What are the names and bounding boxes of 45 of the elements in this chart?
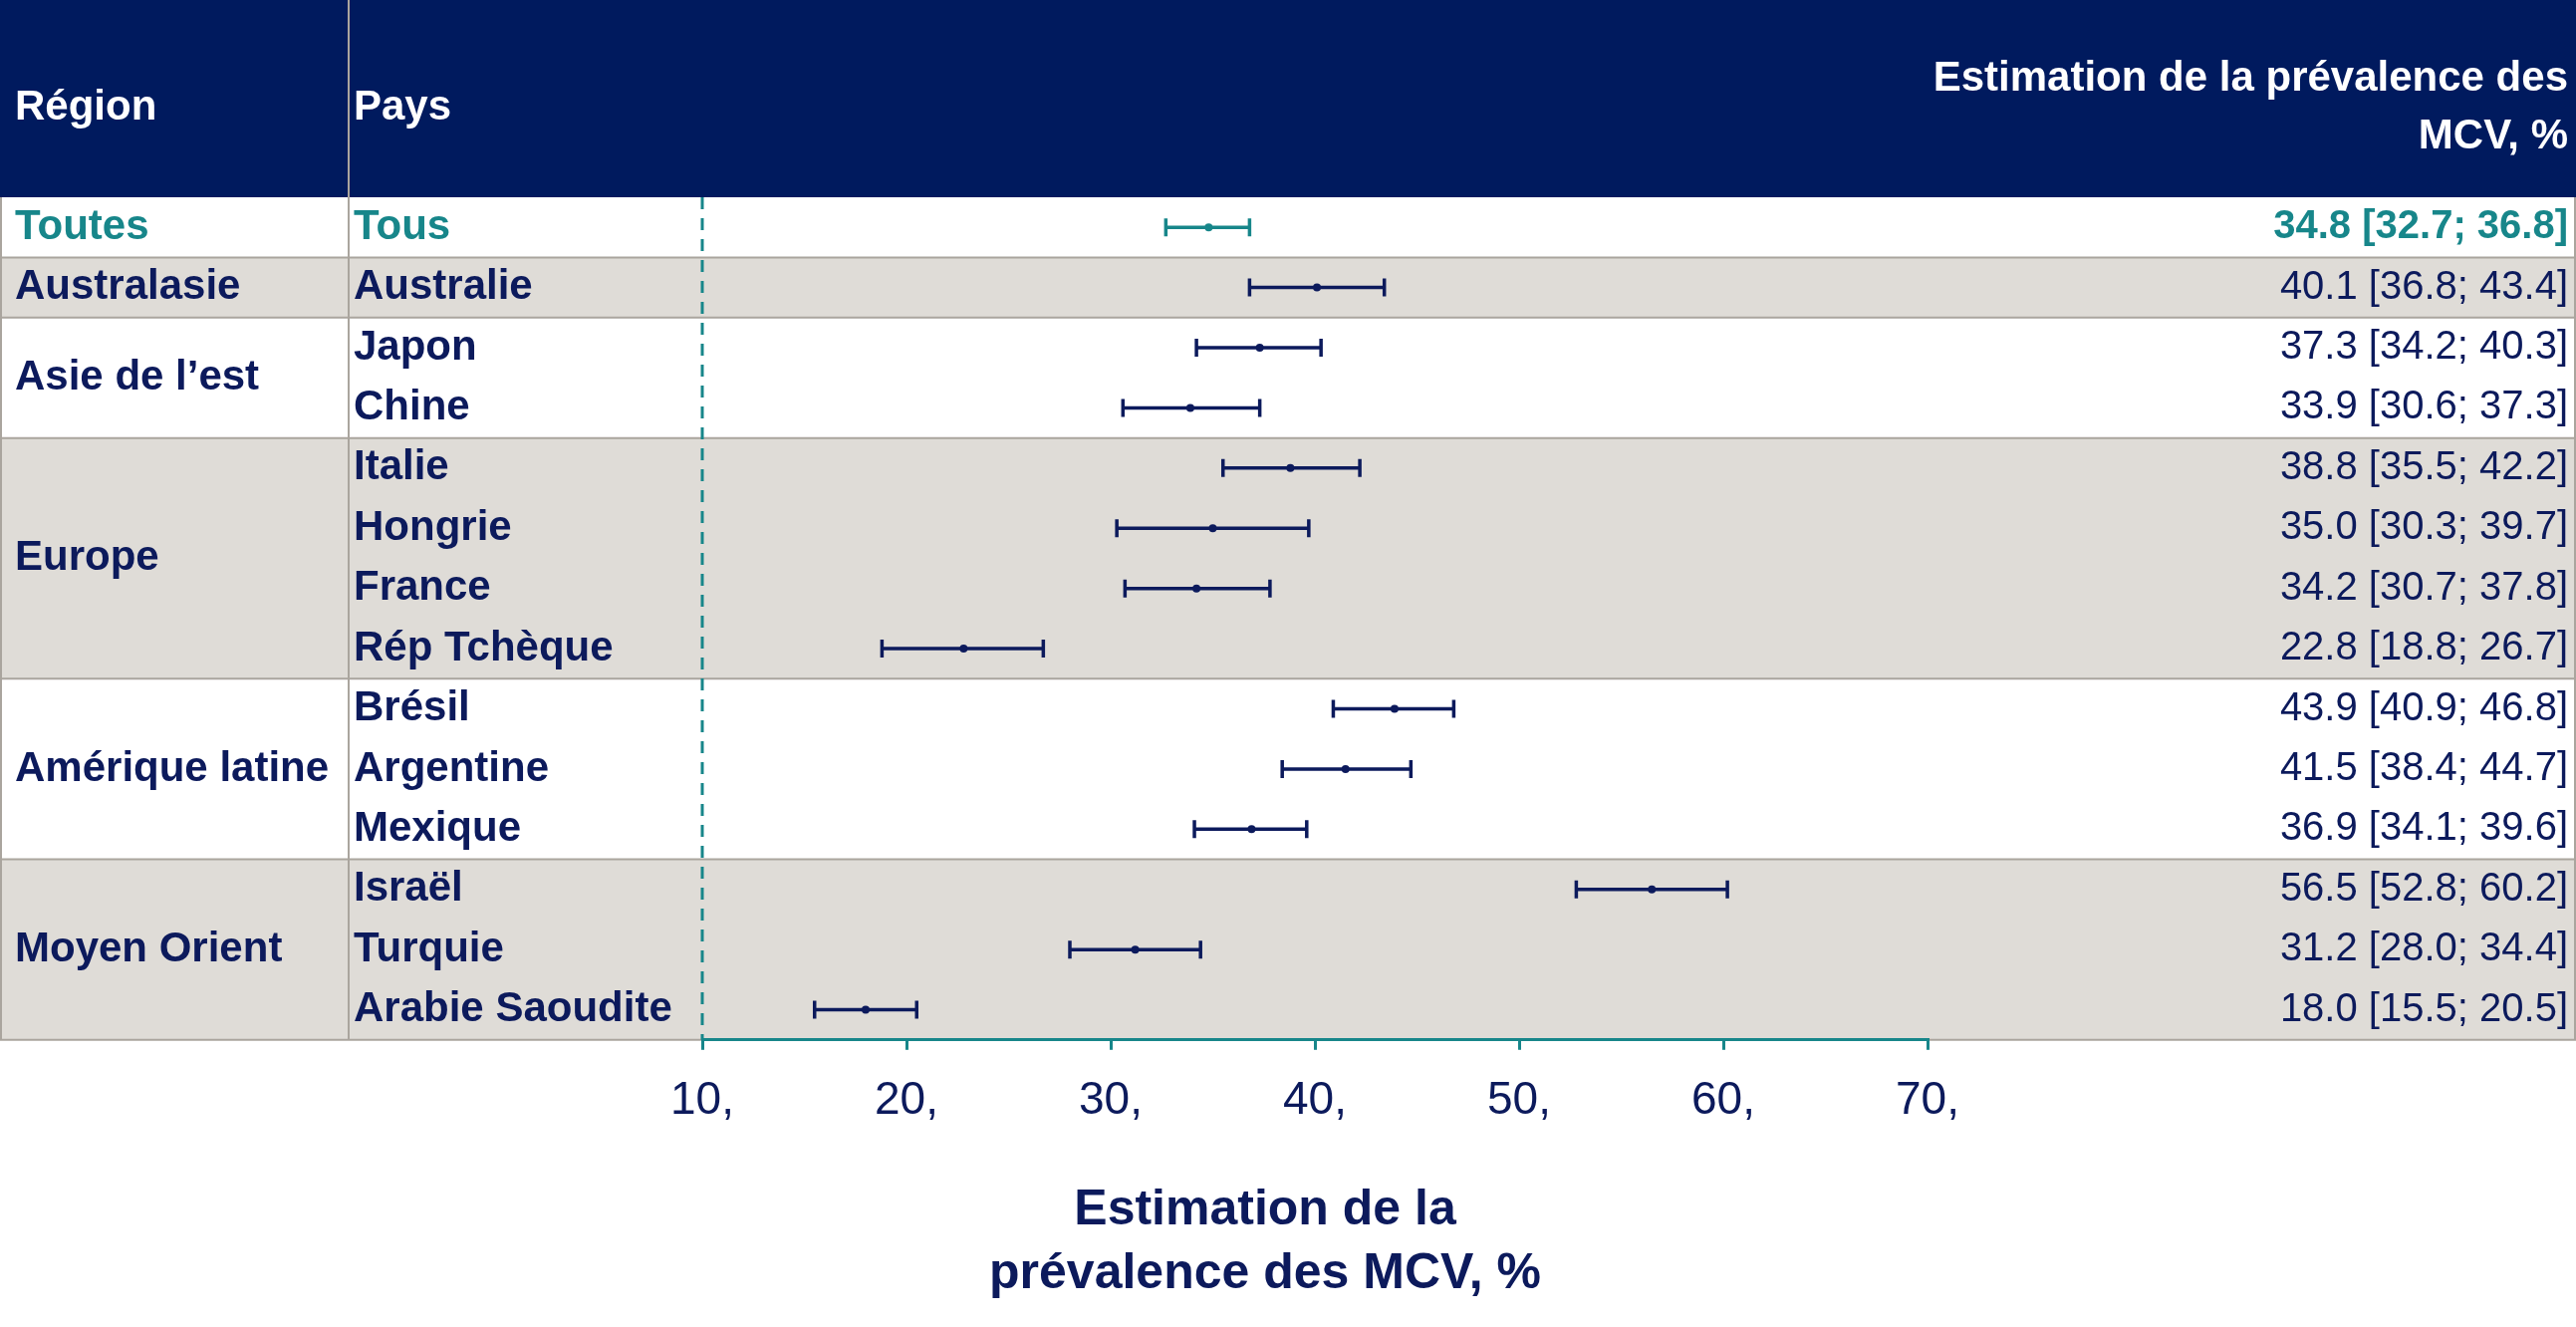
data-label: 33.9 [30.6; 37.3] xyxy=(2279,383,2568,427)
y-tick-label: Australie xyxy=(354,261,533,309)
x-tick-label: 50, xyxy=(1487,1072,1551,1125)
y-tick-label: Tous xyxy=(354,200,451,248)
data-label: 38.8 [35.5; 42.2] xyxy=(2279,442,2568,487)
data-label: 41.5 [38.4; 44.7] xyxy=(2279,743,2568,788)
data-label: 40.1 [36.8; 43.4] xyxy=(2279,262,2568,307)
data-label: 31.2 [28.0; 34.4] xyxy=(2279,925,2568,969)
y-tick-label: Israël xyxy=(354,863,463,911)
x-tick-label: 60, xyxy=(1691,1072,1755,1125)
y-tick-label: Italie xyxy=(354,441,449,489)
data-label: 35.0 [30.3; 39.7] xyxy=(2279,503,2568,548)
x-tick-label: 40, xyxy=(1283,1072,1347,1125)
y-tick-label: Rép Tchèque xyxy=(354,622,614,669)
data-label: 36.9 [34.1; 39.6] xyxy=(2279,804,2568,849)
text: Pays xyxy=(354,82,452,130)
text: Europe xyxy=(15,532,159,580)
data-label: 56.5 [52.8; 60.2] xyxy=(2279,864,2568,909)
y-tick-label: France xyxy=(354,562,491,610)
x-axis-title: Estimation de la prévalence des MCV, % xyxy=(1932,53,2568,158)
data-label: 34.2 [30.7; 37.8] xyxy=(2279,563,2568,608)
y-tick-label: Turquie xyxy=(354,923,504,970)
y-tick-label: Argentine xyxy=(354,742,550,790)
text: Asie de l’est xyxy=(15,351,260,398)
data-label: 34.8 [32.7; 36.8] xyxy=(2273,202,2568,247)
data-label: 18.0 [15.5; 20.5] xyxy=(2279,984,2568,1029)
data-label: 22.8 [18.8; 26.7] xyxy=(2279,624,2568,668)
x-tick-label: 20, xyxy=(875,1072,938,1125)
x-tick-label: 10, xyxy=(670,1072,734,1125)
data-label: 43.9 [40.9; 46.8] xyxy=(2279,683,2568,728)
x-tick-label: 30, xyxy=(1079,1072,1143,1125)
text: Toutes xyxy=(15,200,149,248)
text: Australasie xyxy=(15,261,241,309)
x-tick-label: 70, xyxy=(1896,1072,1959,1125)
data-label: 37.3 [34.2; 40.3] xyxy=(2279,323,2568,368)
y-tick-label: Arabie Saoudite xyxy=(354,983,672,1031)
y-tick-label: Chine xyxy=(354,382,470,429)
y-tick-label: Brésil xyxy=(354,682,470,730)
y-tick-label: Japon xyxy=(354,321,477,369)
text: Amérique latine xyxy=(15,742,330,790)
y-tick-label: Hongrie xyxy=(354,501,512,549)
text: Région xyxy=(15,82,157,130)
text: Moyen Orient xyxy=(15,923,283,970)
y-tick-label: Mexique xyxy=(354,802,522,850)
text: Estimation de la prévalence des MCV, % xyxy=(989,1179,1541,1299)
